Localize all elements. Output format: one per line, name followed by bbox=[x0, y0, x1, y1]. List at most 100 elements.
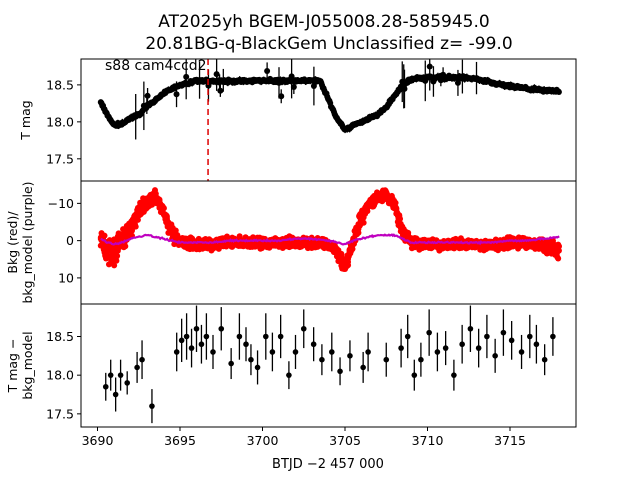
background-point bbox=[349, 245, 356, 252]
data-point bbox=[508, 337, 515, 344]
data-point bbox=[198, 341, 205, 348]
data-point bbox=[401, 85, 408, 92]
background-point bbox=[101, 232, 108, 239]
background-point bbox=[113, 257, 120, 264]
data-point bbox=[217, 87, 224, 94]
data-point bbox=[426, 329, 432, 336]
x-tick-label: 3700 bbox=[247, 433, 279, 448]
data-point bbox=[300, 325, 307, 332]
data-point bbox=[134, 364, 140, 371]
background-point bbox=[397, 215, 404, 222]
panel-tmag: 17.5 18.0 18.5 T mag bbox=[18, 58, 577, 182]
data-point bbox=[434, 349, 441, 355]
data-point bbox=[555, 88, 562, 95]
x-tick-label: 3710 bbox=[412, 433, 444, 448]
y-axis-label: bkg_model (purple) bbox=[20, 181, 35, 303]
data-point bbox=[124, 380, 130, 386]
data-point bbox=[329, 349, 335, 355]
background-point bbox=[114, 252, 121, 259]
panel-tmag-minus-bkg: 17.5 18.0 18.5 T mag − bkg_model 3690 3695 3700… bbox=[5, 303, 577, 448]
background-point bbox=[111, 262, 118, 269]
data-point bbox=[418, 356, 424, 363]
background-point bbox=[555, 255, 562, 262]
data-point bbox=[263, 333, 269, 340]
data-point bbox=[218, 325, 225, 332]
chart-title-line-2: 20.81BG-q-BlackGem Unclassified z= -99.0 bbox=[145, 34, 512, 54]
data-point bbox=[149, 403, 155, 409]
data-point bbox=[248, 356, 254, 363]
y-axis-label: T mag bbox=[18, 100, 33, 140]
y-tick-label: 17.5 bbox=[46, 151, 74, 166]
data-point bbox=[426, 63, 433, 70]
data-point bbox=[411, 372, 418, 378]
y-axis-label: Bkg (red)/ bbox=[5, 211, 20, 274]
data-point bbox=[107, 372, 114, 378]
data-point bbox=[278, 93, 285, 100]
data-layer bbox=[102, 305, 556, 424]
background-point bbox=[132, 223, 139, 230]
x-axis-label: BTJD −2 457 000 bbox=[272, 457, 384, 472]
y-tick-label: 18.0 bbox=[46, 368, 74, 383]
data-point bbox=[173, 91, 180, 98]
background-point bbox=[555, 247, 562, 254]
data-point bbox=[365, 349, 371, 355]
data-point bbox=[264, 67, 271, 74]
data-point bbox=[398, 345, 404, 351]
data-point bbox=[173, 349, 180, 355]
data-point bbox=[383, 356, 390, 363]
data-point bbox=[193, 325, 200, 332]
data-point bbox=[183, 73, 190, 80]
data-point bbox=[404, 333, 411, 340]
x-tick-label: 3715 bbox=[494, 433, 526, 448]
data-point bbox=[112, 391, 119, 398]
data-point bbox=[319, 356, 325, 363]
data-point bbox=[500, 329, 507, 336]
y-tick-label: 17.5 bbox=[46, 406, 74, 421]
data-point bbox=[454, 79, 461, 86]
data-point bbox=[178, 337, 185, 344]
data-point bbox=[183, 333, 190, 340]
data-point bbox=[475, 345, 482, 351]
data-point bbox=[102, 383, 109, 390]
data-point bbox=[310, 341, 317, 348]
y-tick-label: 18.0 bbox=[46, 114, 74, 129]
background-point bbox=[360, 219, 367, 226]
data-point bbox=[236, 333, 243, 340]
data-layer bbox=[97, 59, 562, 140]
data-point bbox=[451, 372, 457, 378]
data-point bbox=[459, 341, 465, 348]
data-point bbox=[527, 333, 533, 340]
data-point bbox=[210, 349, 216, 355]
data-point bbox=[347, 353, 353, 359]
data-point bbox=[484, 333, 490, 340]
data-point bbox=[337, 368, 343, 375]
background-point bbox=[250, 234, 257, 241]
data-point bbox=[243, 341, 249, 348]
panel-background: −10 0 10 Bkg (red)/bkg_model (purple) bbox=[5, 180, 577, 305]
background-point bbox=[345, 262, 352, 269]
background-point bbox=[172, 227, 179, 234]
background-point bbox=[122, 243, 129, 250]
bkg-model-series-line bbox=[100, 233, 560, 246]
data-point bbox=[139, 356, 145, 363]
y-tick-label: 0 bbox=[66, 233, 74, 248]
data-point bbox=[269, 349, 276, 355]
background-point bbox=[355, 229, 362, 236]
data-point bbox=[144, 92, 151, 99]
data-point bbox=[467, 325, 474, 332]
data-point bbox=[286, 372, 292, 378]
data-point bbox=[277, 333, 284, 340]
y-axis-label: bkg_model bbox=[20, 331, 35, 399]
y-tick-label: 18.5 bbox=[46, 329, 74, 344]
data-point bbox=[254, 364, 261, 371]
data-layer bbox=[97, 187, 562, 273]
data-point bbox=[228, 360, 234, 367]
data-point bbox=[492, 353, 498, 359]
data-point bbox=[290, 84, 297, 91]
data-point bbox=[213, 71, 220, 78]
axes-frame bbox=[80, 58, 577, 182]
data-point bbox=[518, 349, 525, 355]
data-point bbox=[203, 333, 210, 340]
data-point bbox=[188, 345, 195, 351]
